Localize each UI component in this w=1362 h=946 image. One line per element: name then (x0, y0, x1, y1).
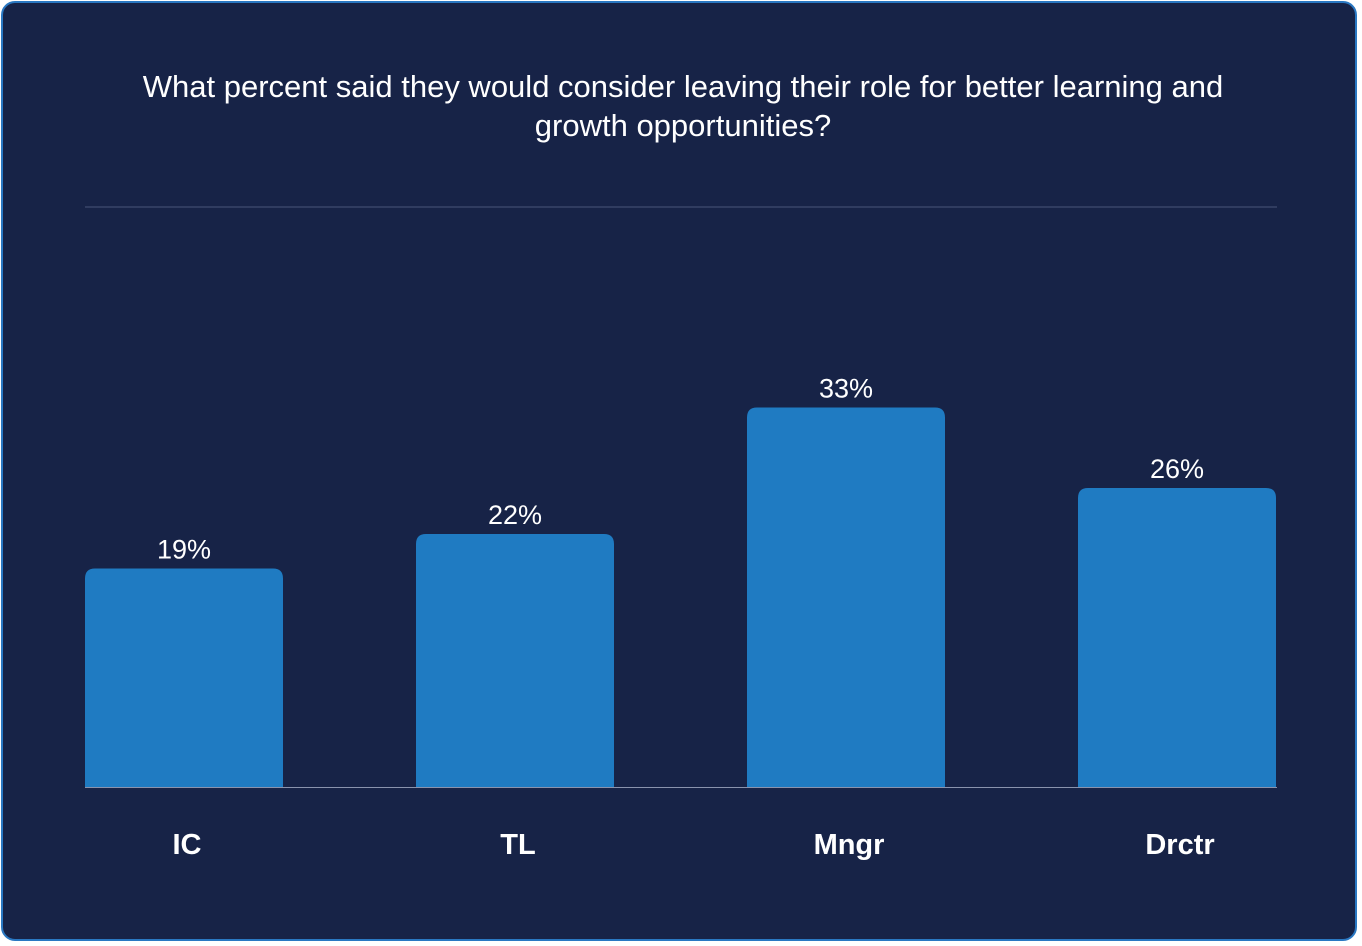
data-label-mngr: 33% (819, 374, 873, 404)
chart-title: What percent said they would consider le… (142, 69, 1224, 143)
x-tick-label-mngr: Mngr (814, 829, 885, 861)
bar-tl (416, 534, 614, 787)
x-tick-label-ic: IC (173, 829, 202, 861)
data-label-drctr: 26% (1150, 454, 1204, 484)
data-label-tl: 22% (488, 500, 542, 530)
bar-ic (85, 568, 283, 787)
bar-mngr (747, 407, 945, 787)
x-tick-label-tl: TL (500, 829, 535, 861)
bar-drctr (1078, 488, 1276, 787)
x-tick-label-drctr: Drctr (1145, 829, 1214, 861)
data-label-ic: 19% (157, 535, 211, 565)
